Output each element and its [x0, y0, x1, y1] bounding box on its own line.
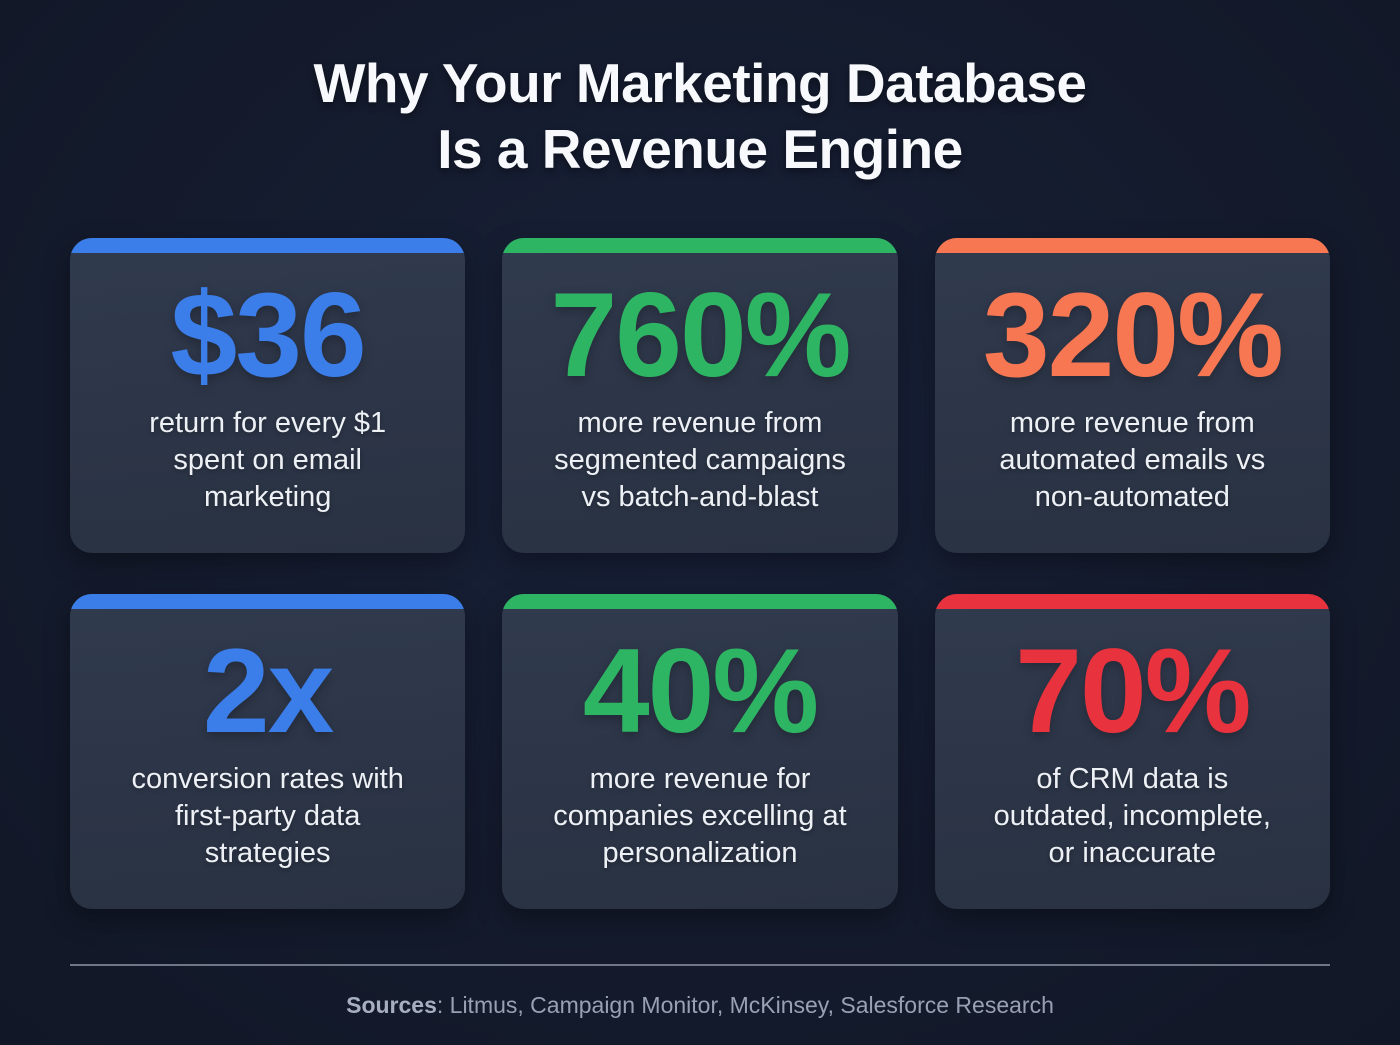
- sources-label: Sources: [346, 992, 437, 1018]
- stat-card-first-party-data: 2x conversion rates with first-party dat…: [70, 594, 466, 909]
- stat-card-automated-emails: 320% more revenue from automated emails …: [934, 238, 1330, 553]
- stat-label-line: of CRM data is: [1036, 763, 1229, 795]
- stat-label-line: marketing: [204, 480, 332, 513]
- stat-label: conversion rates with first-party data s…: [131, 761, 403, 871]
- stat-label-line: more revenue from: [577, 407, 823, 439]
- stat-card-segmented-campaigns: 760% more revenue from segmented campaig…: [502, 238, 898, 553]
- stat-value: $36: [170, 268, 367, 402]
- stat-value: 70%: [1015, 624, 1251, 758]
- stat-label-line: personalization: [602, 836, 798, 869]
- stat-label-line: more revenue from: [1009, 407, 1255, 439]
- stat-label-line: automated emails vs: [999, 443, 1266, 476]
- stat-label: more revenue for companies excelling at …: [553, 761, 846, 871]
- page-title-line1: Why Your Marketing Database: [313, 52, 1088, 114]
- stat-label: return for every $1 spent on email marke…: [149, 405, 386, 515]
- stat-value: 40%: [582, 624, 819, 758]
- stat-label-line: return for every $1: [149, 407, 387, 439]
- page-title-line2: Is a Revenue Engine: [437, 118, 963, 180]
- stat-card-personalization: 40% more revenue for companies excelling…: [502, 594, 898, 909]
- stat-label-line: or inaccurate: [1048, 836, 1217, 869]
- stat-card-grid: $36 return for every $1 spent on email m…: [70, 238, 1330, 909]
- stat-value: 760%: [550, 268, 852, 402]
- stat-label-line: vs batch-and-blast: [581, 480, 819, 513]
- stat-card-email-roi: $36 return for every $1 spent on email m…: [70, 238, 466, 553]
- stat-label-line: companies excelling at: [553, 799, 847, 832]
- sources-text: : Litmus, Campaign Monitor, McKinsey, Sa…: [436, 992, 1054, 1018]
- stat-label-line: more revenue for: [589, 763, 811, 795]
- sources-line: Sources: Litmus, Campaign Monitor, McKin…: [0, 992, 1400, 1019]
- stat-value: 320%: [982, 268, 1284, 402]
- card-accent-bar: [502, 594, 898, 609]
- card-accent-bar: [70, 238, 466, 253]
- stat-label: more revenue from automated emails vs no…: [999, 405, 1265, 515]
- stat-label: more revenue from segmented campaigns vs…: [554, 405, 846, 515]
- stat-label-line: outdated, incomplete,: [993, 799, 1271, 832]
- stat-label: of CRM data is outdated, incomplete, or …: [994, 761, 1271, 871]
- stat-label-line: spent on email: [173, 443, 362, 476]
- card-accent-bar: [934, 594, 1330, 609]
- stat-label-line: non-automated: [1034, 480, 1230, 513]
- card-accent-bar: [70, 594, 466, 609]
- stat-label-line: conversion rates with: [131, 763, 404, 795]
- stat-label-line: strategies: [204, 836, 331, 869]
- stat-card-crm-data-quality: 70% of CRM data is outdated, incomplete,…: [934, 594, 1330, 909]
- footer-divider: [70, 964, 1330, 966]
- stat-value: 2x: [202, 624, 334, 758]
- card-accent-bar: [502, 238, 898, 253]
- card-accent-bar: [934, 238, 1330, 253]
- stat-label-line: segmented campaigns: [554, 443, 846, 476]
- page-title: Why Your Marketing Database Is a Revenue …: [0, 0, 1400, 182]
- stat-label-line: first-party data: [174, 799, 361, 832]
